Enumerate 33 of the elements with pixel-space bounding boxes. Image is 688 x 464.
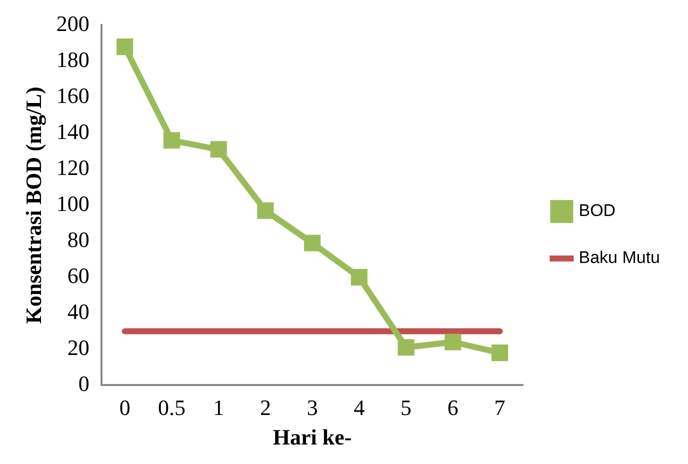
point [210, 141, 227, 158]
point [350, 268, 368, 286]
x-tick-label: 1 [213, 395, 224, 420]
x-tick-label: 7 [494, 395, 506, 420]
y-tick-label: 200 [56, 10, 90, 36]
x-tick-label: 3 [306, 395, 318, 420]
y-tick-label: 160 [56, 82, 90, 108]
point [492, 344, 508, 362]
x-tick-label: 5 [400, 395, 412, 420]
point [116, 38, 134, 56]
y-tick-label: 0 [78, 370, 90, 396]
point [304, 234, 321, 252]
point [444, 334, 462, 350]
point [398, 339, 414, 356]
y-tick-label: 80 [67, 226, 90, 252]
y-tick-label: 100 [56, 190, 90, 216]
y-tick-label: 120 [56, 154, 90, 180]
x-tick-label: 4 [354, 395, 365, 420]
legend-label: BOD [578, 201, 616, 220]
x-tick-label: 6 [447, 395, 458, 420]
y-tick-label: 20 [67, 334, 90, 360]
y-tick-label: 140 [56, 118, 90, 144]
y-tick-label: 60 [67, 262, 90, 288]
x-tick-label: 0 [119, 395, 130, 420]
y-axis-title: Konsentrasi BOD (mg/L) [20, 86, 46, 324]
x-axis-title: Hari ke- [272, 424, 352, 450]
x-tick-label: 0.5 [158, 395, 186, 420]
y-tick-label: 40 [67, 298, 90, 324]
point [163, 132, 180, 149]
y-tick-label: 180 [56, 46, 90, 72]
point [257, 202, 274, 219]
x-tick-label: 2 [260, 395, 271, 420]
legend-label: Baku Mutu [578, 248, 660, 268]
